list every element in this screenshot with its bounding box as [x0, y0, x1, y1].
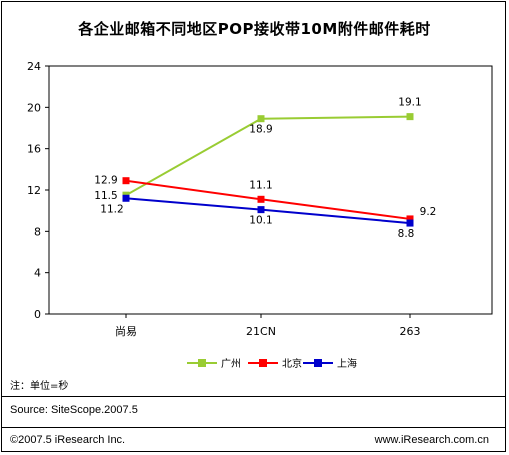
- source-text: Source: SiteScope.2007.5: [10, 404, 138, 416]
- separator-bottom: [1, 427, 506, 428]
- data-label: 9.2: [420, 206, 437, 218]
- data-point: [257, 115, 265, 123]
- chart-title: 各企业邮箱不同地区POP接收带10M附件邮件耗时: [78, 20, 431, 38]
- data-label: 19.1: [398, 97, 421, 109]
- data-point: [122, 177, 130, 185]
- copyright-text: ©2007.5 iResearch Inc.: [10, 434, 126, 446]
- legend-swatch-shanghai: [303, 358, 333, 367]
- y-tick-label: 24: [27, 60, 41, 73]
- website-link[interactable]: www.iResearch.com.cn: [374, 434, 489, 446]
- x-tick-label: 尚易: [115, 324, 137, 338]
- separator-top: [1, 396, 506, 397]
- unit-note: 注：单位=秒: [10, 381, 69, 392]
- data-label: 8.8: [398, 228, 415, 240]
- legend-item-beijing: 北京: [248, 355, 302, 370]
- y-tick-label: 20: [27, 101, 41, 114]
- data-point: [406, 113, 414, 121]
- x-tick-label: 21CN: [246, 325, 276, 338]
- data-point: [406, 219, 414, 227]
- y-tick-label: 8: [34, 225, 41, 238]
- legend-label-shanghai: 上海: [337, 359, 357, 370]
- data-label: 11.5: [94, 190, 117, 202]
- data-label: 11.2: [100, 203, 123, 215]
- legend-label-guangzhou: 广州: [221, 359, 241, 370]
- data-point: [257, 206, 265, 214]
- y-tick-label: 0: [34, 308, 41, 321]
- data-point: [406, 215, 414, 223]
- data-label: 10.1: [249, 215, 272, 227]
- x-tick-label: 263: [400, 325, 421, 338]
- legend-item-guangzhou: 广州: [187, 355, 241, 370]
- chart-legend: 广州 北京 上海: [0, 355, 509, 373]
- y-tick-label: 12: [27, 184, 41, 197]
- line-chart: 0 4 8 12 16 20 24 尚易 21CN 263 11.5 18.9 19.1 12.9 11…: [27, 60, 493, 338]
- data-point: [257, 195, 265, 203]
- legend-swatch-beijing: [248, 358, 278, 367]
- plot-area: [48, 65, 493, 315]
- data-label: 11.1: [249, 179, 272, 191]
- y-tick-label: 4: [34, 267, 41, 280]
- legend-item-shanghai: 上海: [303, 355, 357, 370]
- data-point: [122, 194, 130, 202]
- data-label: 18.9: [249, 124, 272, 136]
- y-tick-label: 16: [27, 143, 41, 156]
- legend-swatch-guangzhou: [187, 358, 217, 367]
- data-label: 12.9: [94, 175, 117, 187]
- legend-label-beijing: 北京: [282, 359, 302, 370]
